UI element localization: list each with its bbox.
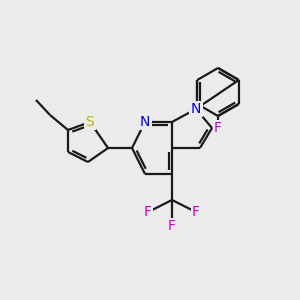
Text: F: F bbox=[168, 219, 176, 233]
Text: N: N bbox=[191, 102, 201, 116]
Text: S: S bbox=[85, 115, 94, 129]
Text: F: F bbox=[192, 205, 200, 219]
Text: F: F bbox=[144, 205, 152, 219]
Text: N: N bbox=[140, 115, 150, 129]
Text: F: F bbox=[214, 121, 222, 135]
